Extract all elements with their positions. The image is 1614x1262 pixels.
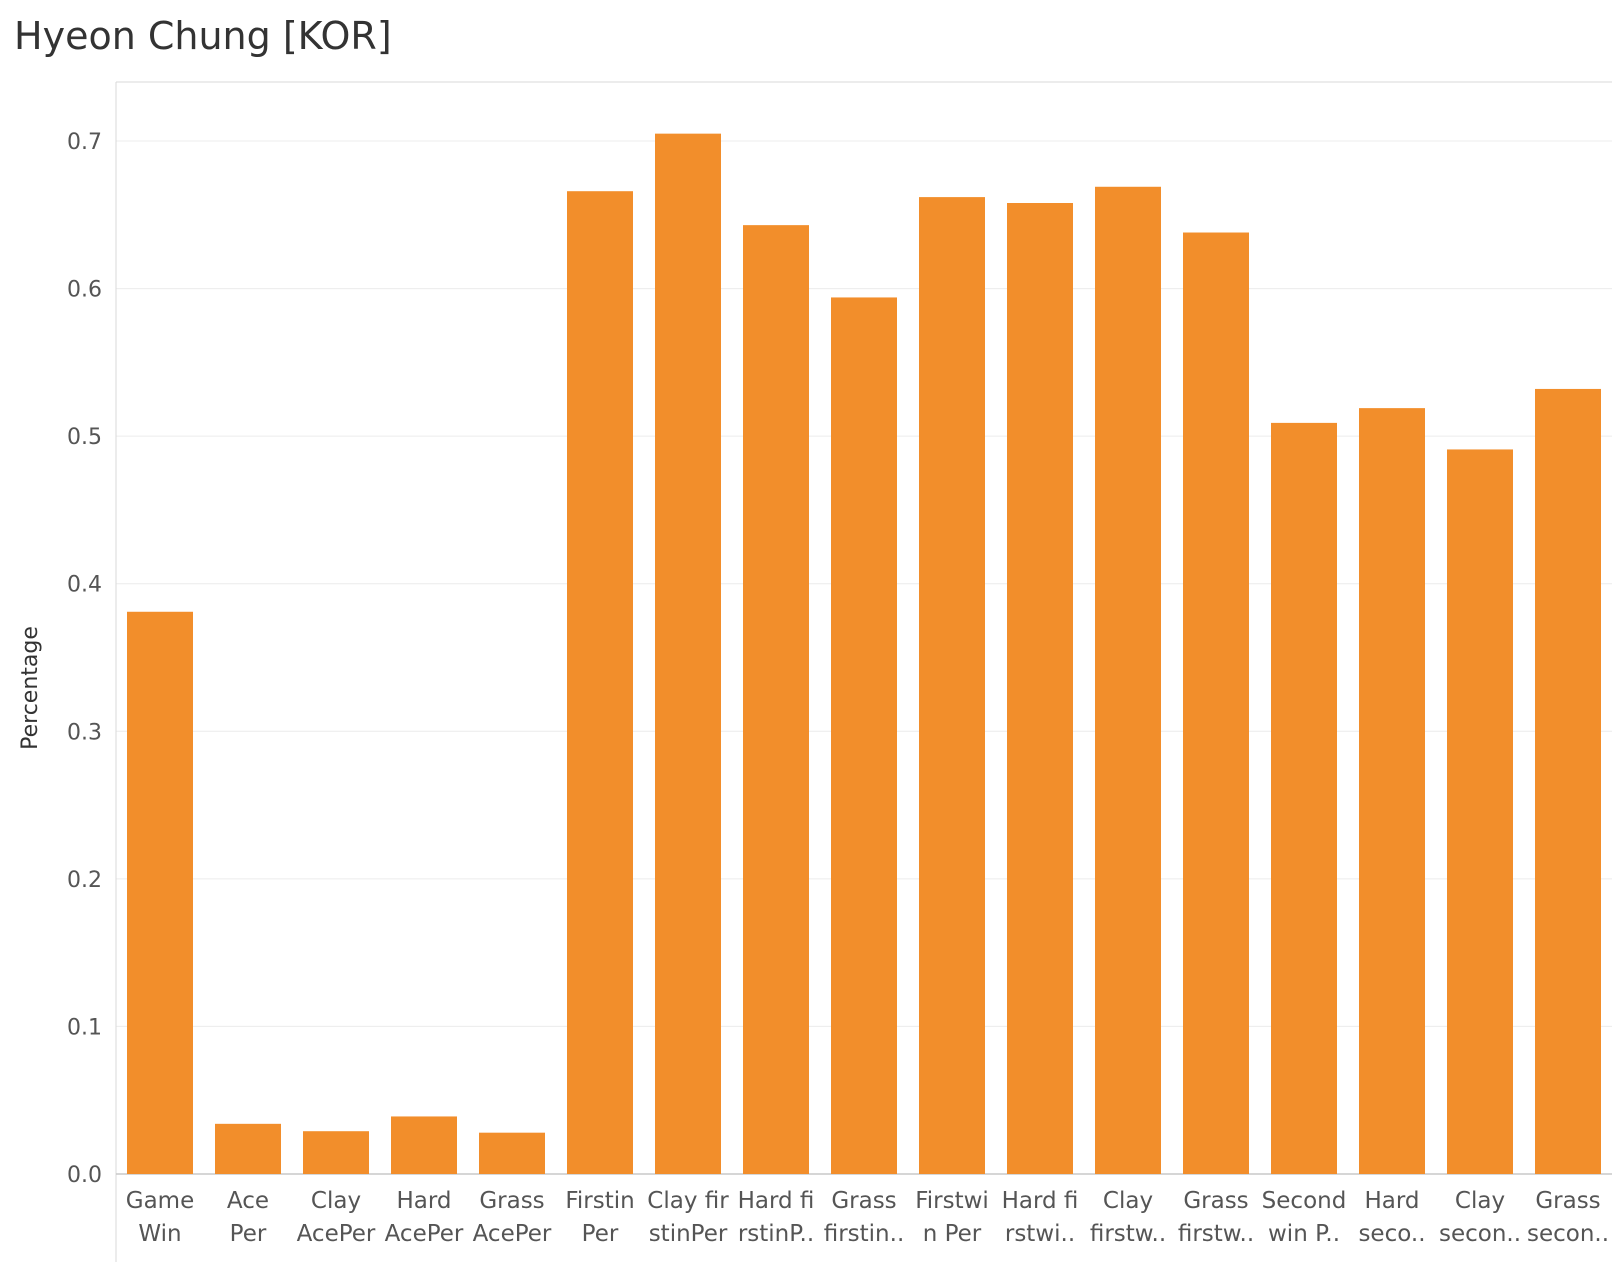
x-tick-label: Hard fi (1002, 1188, 1079, 1214)
x-tick-label: Grass (1183, 1188, 1248, 1214)
x-tick-label: secon.. (1527, 1221, 1609, 1247)
x-tick-label: AcePer (385, 1221, 464, 1247)
x-tick-label: Firstin (565, 1188, 634, 1214)
x-tick-label: AcePer (297, 1221, 376, 1247)
bar[interactable] (1183, 232, 1249, 1174)
x-tick-label: Grass (1535, 1188, 1600, 1214)
x-tick-label: Grass (831, 1188, 896, 1214)
x-tick-label: Ace (227, 1188, 269, 1214)
x-tick-label: firstin.. (824, 1221, 905, 1247)
y-tick-label: 0.4 (67, 573, 102, 598)
bar[interactable] (1095, 186, 1161, 1175)
y-tick-label: 0.2 (67, 868, 102, 893)
x-tick-label: win P.. (1268, 1221, 1340, 1247)
bar[interactable] (919, 197, 985, 1174)
x-axis-ticks: GameWinAcePerClayAcePerHardAcePerGrassAc… (126, 1188, 1609, 1247)
x-tick-label: Per (230, 1221, 267, 1247)
bar[interactable] (743, 225, 809, 1175)
bars (127, 133, 1601, 1175)
x-tick-label: Clay (1103, 1188, 1153, 1214)
x-tick-label: AcePer (473, 1221, 552, 1247)
x-tick-label: Hard (396, 1188, 451, 1214)
x-tick-label: Firstwi (915, 1188, 989, 1214)
y-tick-label: 0.3 (67, 720, 102, 745)
x-tick-label: Clay fir (647, 1188, 729, 1214)
x-tick-label: Grass (479, 1188, 544, 1214)
y-axis-label: Percentage (18, 626, 43, 750)
bar[interactable] (831, 297, 897, 1175)
bar[interactable] (655, 133, 721, 1174)
y-tick-label: 0.7 (67, 130, 102, 155)
x-tick-label: Win (138, 1221, 181, 1247)
chart-title: Hyeon Chung [KOR] (14, 14, 392, 58)
x-tick-label: Hard fi (738, 1188, 815, 1214)
bar[interactable] (391, 1116, 457, 1174)
bar[interactable] (1535, 388, 1601, 1174)
y-tick-label: 0.1 (67, 1015, 102, 1040)
bar[interactable] (1271, 422, 1337, 1174)
bar[interactable] (215, 1123, 281, 1174)
x-tick-label: Second (1262, 1188, 1347, 1214)
x-tick-label: Clay (311, 1188, 361, 1214)
x-tick-label: Per (582, 1221, 619, 1247)
x-tick-label: Hard (1364, 1188, 1419, 1214)
x-tick-label: firstw.. (1090, 1221, 1166, 1247)
y-tick-label: 0.5 (67, 425, 102, 450)
x-tick-label: Clay (1455, 1188, 1505, 1214)
x-tick-label: seco.. (1358, 1221, 1425, 1247)
x-tick-label: stinPer (649, 1221, 728, 1247)
x-tick-label: rstinP.. (738, 1221, 814, 1247)
y-tick-label: 0.6 (67, 278, 102, 303)
x-tick-label: rstwi.. (1005, 1221, 1075, 1247)
bar[interactable] (1007, 203, 1073, 1175)
bar[interactable] (127, 611, 193, 1174)
bar[interactable] (303, 1131, 369, 1174)
x-tick-label: Game (126, 1188, 194, 1214)
y-tick-label: 0.0 (67, 1163, 102, 1188)
bar[interactable] (479, 1132, 545, 1174)
bar[interactable] (1359, 408, 1425, 1174)
x-tick-label: n Per (923, 1221, 982, 1247)
y-axis-ticks: 0.0 0.1 0.2 0.3 0.4 0.5 0.6 0.7 (67, 130, 102, 1188)
bar[interactable] (567, 191, 633, 1174)
bar[interactable] (1447, 449, 1513, 1174)
x-tick-label: firstw.. (1178, 1221, 1254, 1247)
x-tick-label: secon.. (1439, 1221, 1521, 1247)
